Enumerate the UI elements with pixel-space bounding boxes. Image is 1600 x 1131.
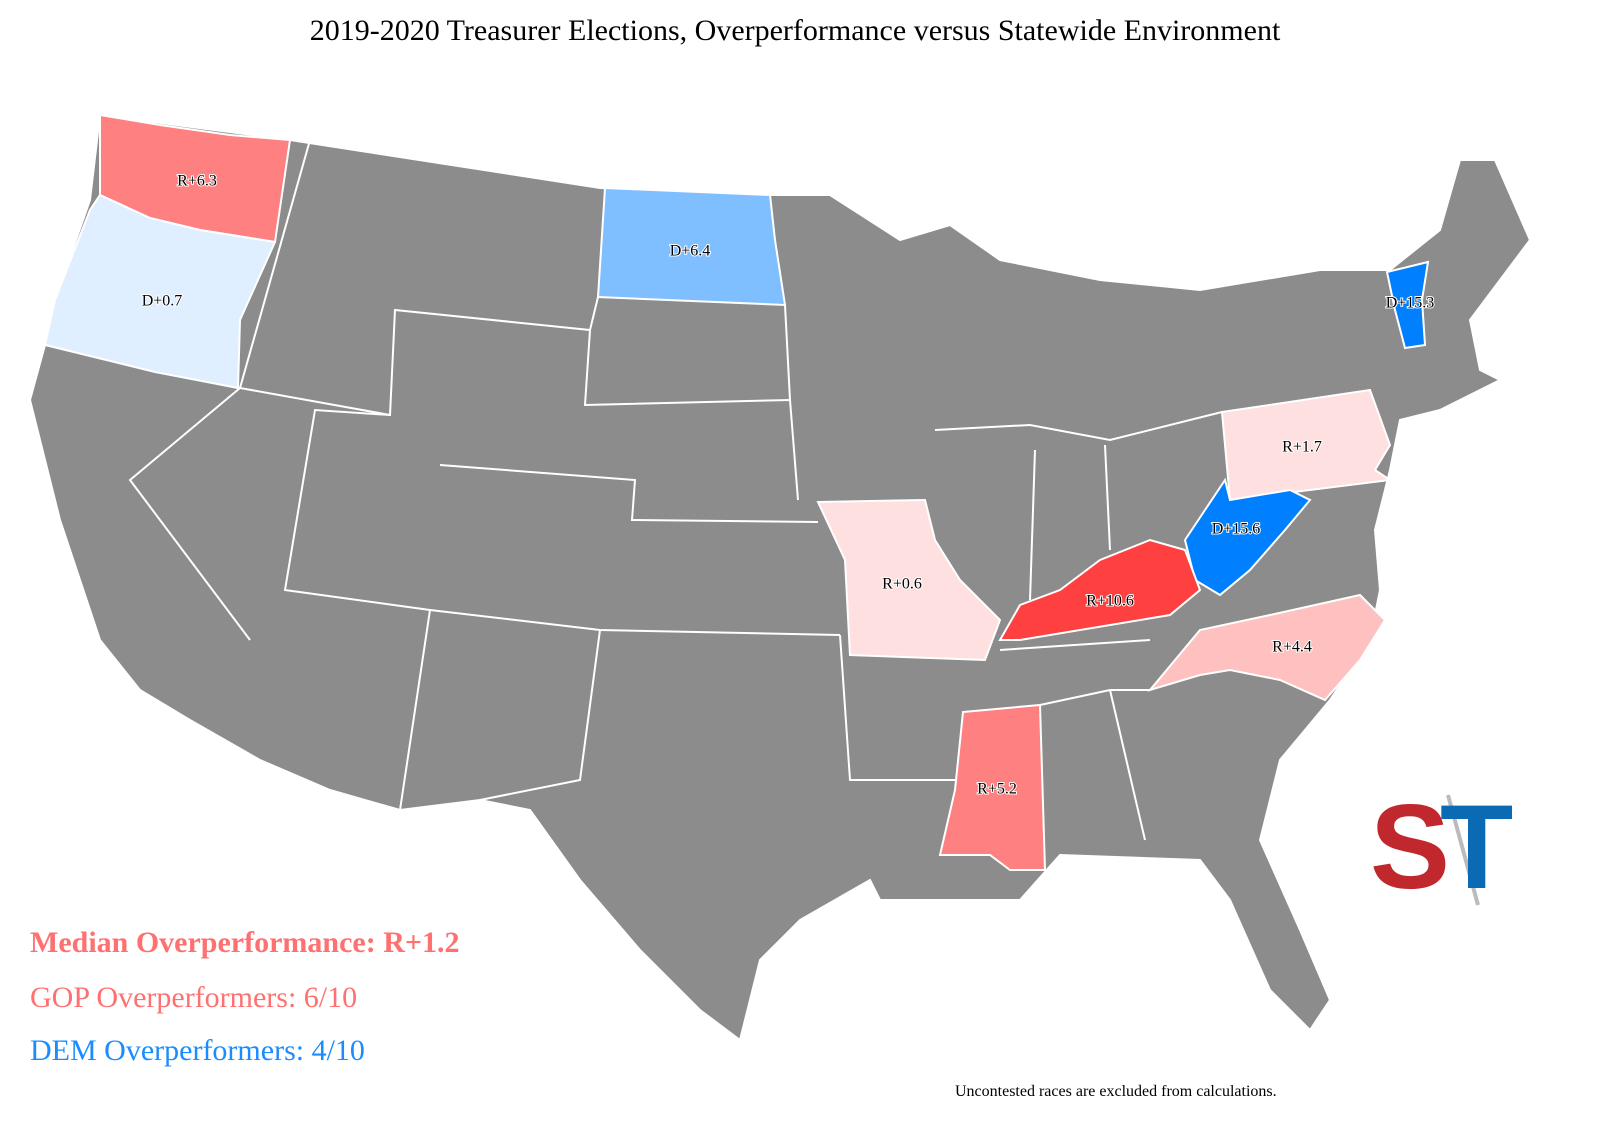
state [1385, 260, 1430, 350]
us-map [28, 113, 1532, 1042]
median: Median Overperformance: R+1.2 [30, 926, 459, 959]
state [998, 538, 1202, 641]
state [938, 703, 1047, 871]
state [816, 498, 1002, 662]
state-label: R+0.6 [882, 576, 922, 593]
state [43, 193, 277, 390]
state [596, 186, 787, 307]
state [1147, 593, 1387, 702]
footnote: Uncontested races are excluded from calc… [955, 1083, 1277, 1100]
logo-t: T [1440, 780, 1513, 914]
state-label: D+15.6 [1212, 521, 1261, 538]
state [1183, 477, 1312, 597]
dem-count: DEM Overperformers: 4/10 [30, 1034, 365, 1067]
state-label: R+1.7 [1282, 439, 1322, 456]
state-label: R+5.2 [977, 781, 1017, 798]
gop-count: GOP Overperformers: 6/10 [30, 981, 357, 1014]
state-label: R+6.3 [177, 173, 217, 190]
state-label: D+0.7 [142, 293, 183, 310]
logo-s: S [1370, 780, 1450, 914]
state-label: D+6.4 [670, 243, 711, 260]
state-label: R+4.4 [1272, 639, 1312, 656]
logo-slash [1446, 794, 1480, 906]
title: 2019-2020 Treasurer Elections, Overperfo… [310, 14, 1281, 47]
state-label: R+10.6 [1086, 593, 1134, 610]
state-label: D+15.3 [1386, 295, 1435, 312]
